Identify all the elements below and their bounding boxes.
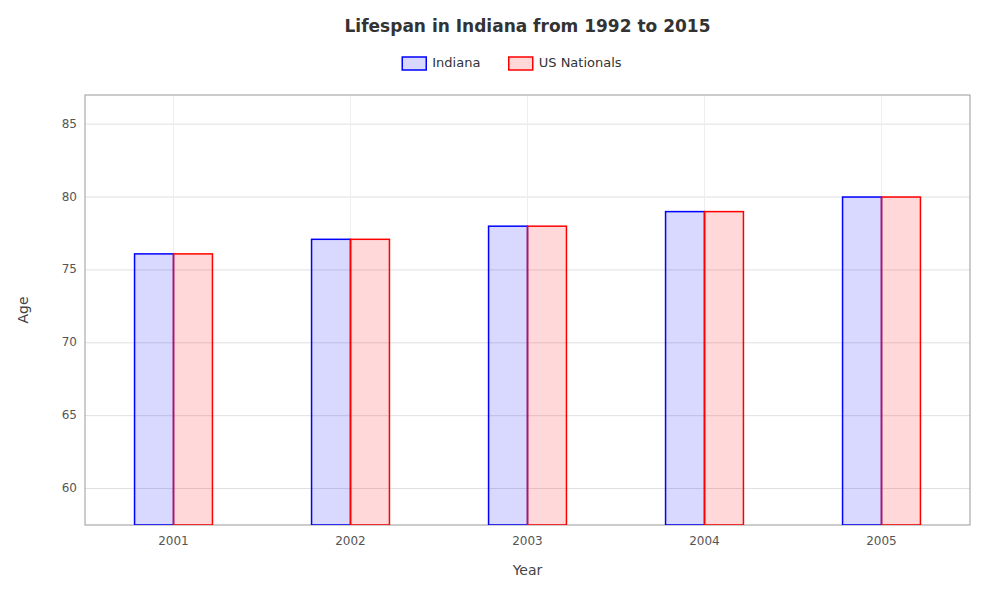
x-tick-label: 2002 [335, 534, 366, 548]
legend-label: US Nationals [539, 55, 622, 70]
plot-frame [85, 95, 970, 525]
y-axis-label: Age [15, 296, 31, 323]
bar [705, 212, 744, 525]
legend: Indiana US Nationals [402, 55, 622, 70]
bar [882, 197, 921, 525]
y-tick-label: 70 [62, 335, 77, 349]
legend-swatch [509, 57, 533, 70]
grid [85, 95, 970, 525]
bar [351, 239, 390, 525]
y-tick-label: 60 [62, 481, 77, 495]
chart-container: 60 65 70 75 80 85 2001 2002 2003 2004 2005 Year Age L… [0, 0, 1000, 600]
y-tick-label: 85 [62, 117, 77, 131]
chart: 60 65 70 75 80 85 2001 2002 2003 2004 2005 Year Age L… [0, 0, 1000, 600]
title: Lifespan in Indiana from 1992 to 2015 [345, 16, 711, 36]
x-axis: 2001 2002 2003 2004 2005 [158, 534, 897, 548]
bar [528, 226, 567, 525]
bar [843, 197, 882, 525]
x-axis-label: Year [512, 562, 543, 578]
y-tick-label: 80 [62, 190, 77, 204]
bar [135, 254, 174, 525]
bar [489, 226, 528, 525]
y-tick-label: 65 [62, 408, 77, 422]
legend-label: Indiana [432, 55, 480, 70]
bar [312, 239, 351, 525]
x-tick-label: 2001 [158, 534, 189, 548]
bar [666, 212, 705, 525]
x-tick-label: 2003 [512, 534, 543, 548]
x-tick-label: 2005 [866, 534, 897, 548]
bars [135, 197, 921, 525]
x-tick-label: 2004 [689, 534, 720, 548]
legend-swatch [402, 57, 426, 70]
y-tick-label: 75 [62, 262, 77, 276]
y-axis: 60 65 70 75 80 85 [62, 117, 77, 495]
bar [174, 254, 213, 525]
